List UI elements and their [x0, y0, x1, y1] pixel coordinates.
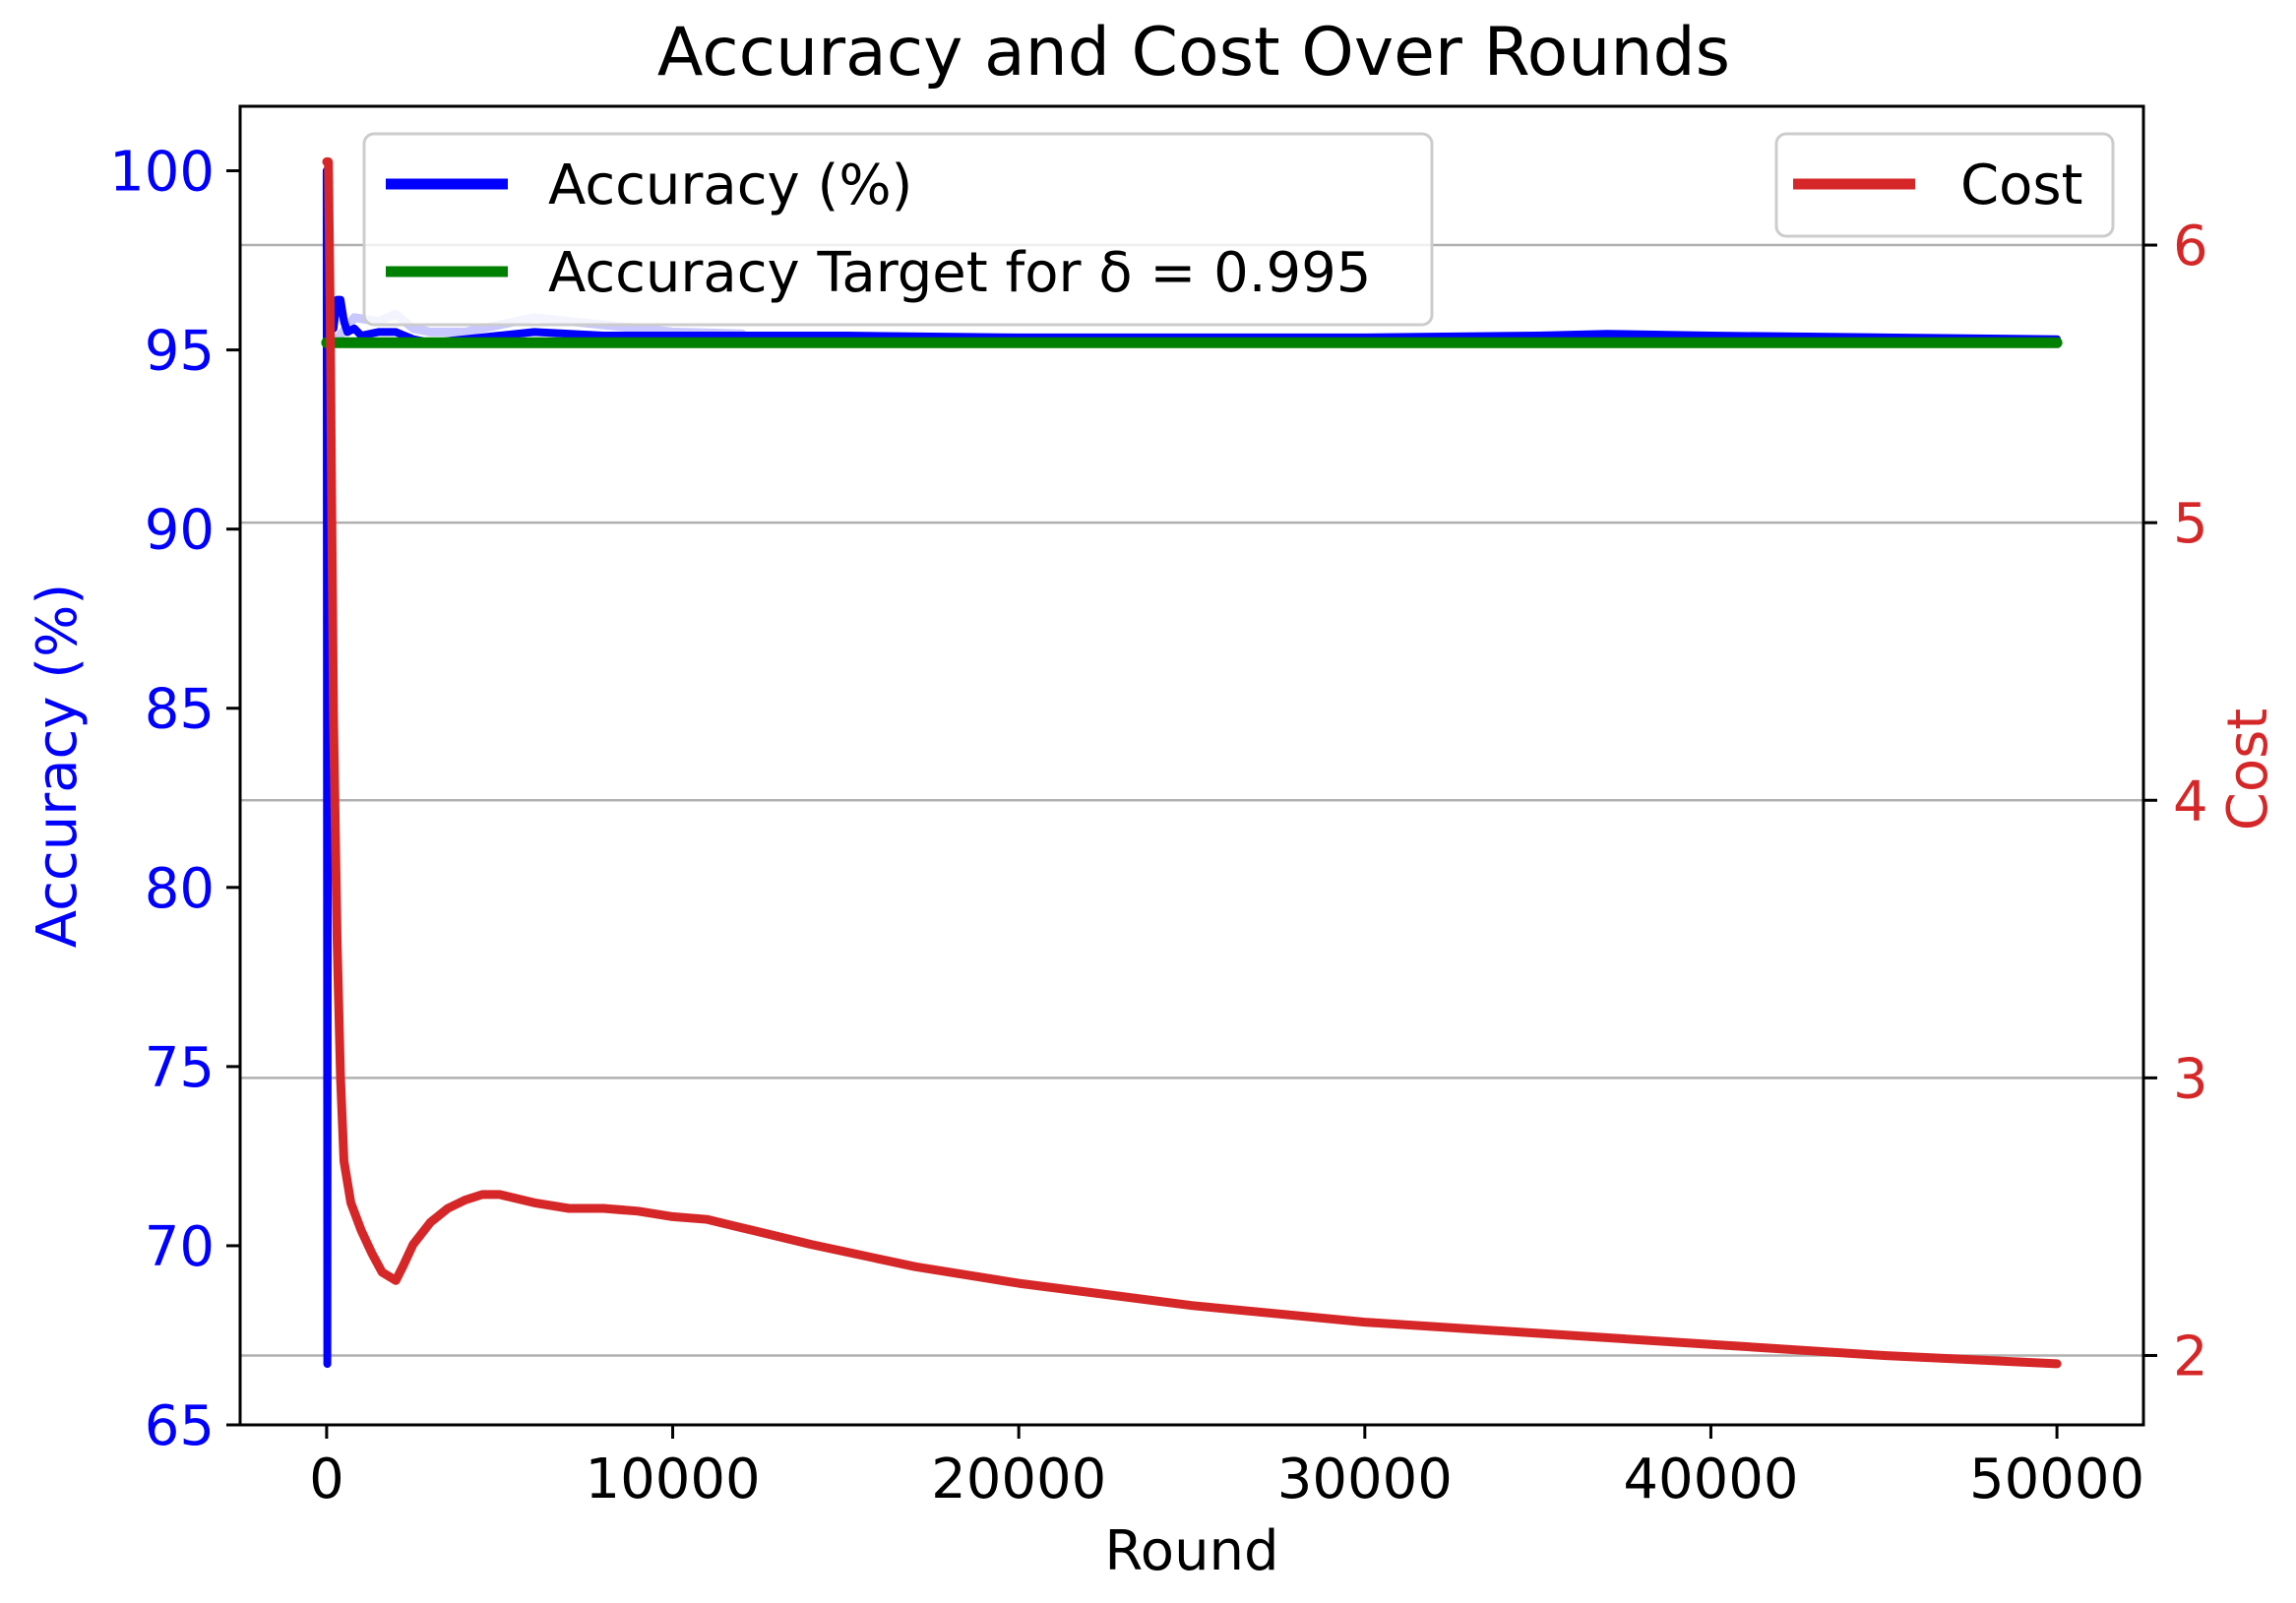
y-left-tick-label: 70	[145, 1215, 215, 1279]
y-right-tick-label: 6	[2173, 215, 2208, 278]
y-axis-right-label: Cost	[2216, 709, 2280, 832]
y-left-tick-label: 90	[145, 499, 215, 563]
x-tick-label: 30000	[1277, 1448, 1453, 1511]
y-axis-left-label: Accuracy (%)	[26, 584, 90, 948]
x-tick-label: 20000	[931, 1448, 1106, 1511]
y-right-tick-label: 3	[2173, 1047, 2208, 1111]
y-axis-left-ticks: 65 70 75 80 85 90 95 100	[109, 141, 240, 1458]
y-left-tick-label: 95	[145, 320, 215, 384]
y-right-tick-label: 5	[2173, 492, 2208, 556]
legend-right: Cost	[1774, 132, 2115, 238]
x-axis-ticks: 0 10000 20000 30000 40000 50000	[309, 1425, 2144, 1511]
y-left-tick-label: 65	[145, 1394, 215, 1458]
legend-accuracy-label: Accuracy (%)	[548, 154, 912, 217]
x-tick-label: 40000	[1623, 1448, 1798, 1511]
y-left-tick-label: 80	[145, 857, 215, 921]
legend-target-label: Accuracy Target for δ = 0.995	[548, 241, 1371, 305]
chart-title: Accuracy and Cost Over Rounds	[657, 14, 1730, 92]
y-left-tick-label: 100	[109, 141, 215, 205]
plot-frame	[238, 104, 2145, 1427]
y-left-tick-label: 75	[145, 1036, 215, 1100]
x-tick-label: 10000	[585, 1448, 760, 1511]
series-lines	[321, 156, 2063, 1369]
legend-cost-label: Cost	[1960, 154, 2083, 217]
cost-line	[322, 156, 2062, 1369]
x-tick-label: 0	[309, 1448, 344, 1511]
y-axis-right-ticks: 2 3 4 5 6	[2143, 215, 2208, 1388]
legend-right-box	[1774, 132, 2115, 238]
legend-left: Accuracy (%) Accuracy Target for δ = 0.9…	[362, 132, 1434, 327]
y-left-tick-label: 85	[145, 678, 215, 742]
x-axis-label: Round	[1104, 1519, 1278, 1583]
y-right-tick-label: 4	[2173, 770, 2208, 833]
y-right-tick-label: 2	[2173, 1325, 2208, 1388]
legend-left-box	[362, 132, 1434, 327]
x-tick-label: 50000	[1969, 1448, 2144, 1511]
